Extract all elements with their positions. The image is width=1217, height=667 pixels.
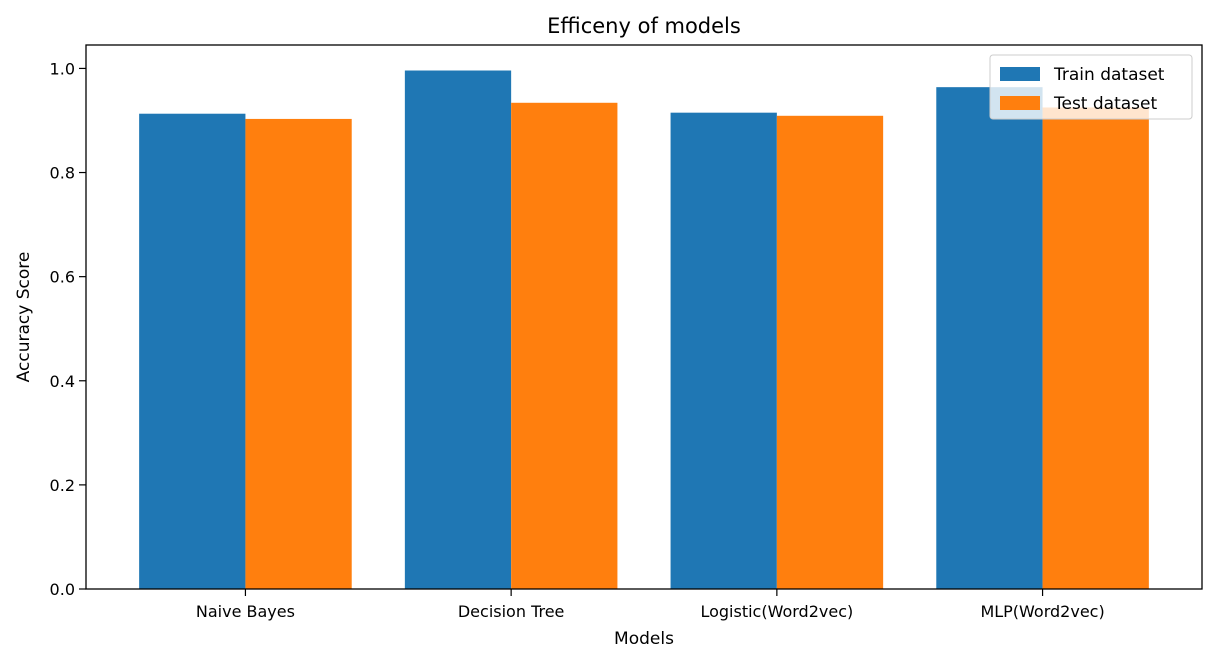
legend-label-train: Train dataset: [1053, 65, 1165, 85]
y-axis: 0.0 0.2 0.4 0.6 0.8 1.0: [50, 59, 86, 599]
legend: Train dataset Test dataset: [989, 54, 1193, 120]
legend-swatch-test: [1000, 96, 1040, 110]
y-tick-label: 0.0: [50, 580, 75, 599]
x-tick-label: Naive Bayes: [196, 602, 295, 621]
y-tick-label: 0.2: [50, 476, 75, 495]
legend-label-test: Test dataset: [1053, 94, 1157, 114]
bar-train-1: [404, 70, 512, 590]
legend-swatch-train: [1000, 67, 1040, 81]
y-tick-label: 0.6: [50, 268, 75, 287]
bar-train-3: [936, 87, 1043, 589]
legend-box: [989, 54, 1193, 120]
bar-test-0: [245, 118, 352, 589]
y-tick-label: 0.8: [50, 164, 75, 183]
chart-title: Efficeny of models: [547, 14, 741, 38]
bar-test-3: [1042, 107, 1149, 589]
y-tick-label: 1.0: [50, 59, 75, 78]
bar-train-2: [670, 112, 777, 589]
plot-frame: [85, 44, 1203, 590]
x-tick-label: Decision Tree: [458, 602, 565, 621]
bar-test-1: [511, 102, 618, 590]
bar-test-2: [776, 115, 884, 589]
x-axis-label: Models: [614, 629, 674, 649]
x-tick-label: Logistic(Word2vec): [700, 602, 853, 621]
y-axis-label: Accuracy Score: [14, 252, 34, 383]
x-axis: Naive Bayes Decision Tree Logistic(Word2ve…: [196, 589, 1105, 621]
bars-layer: [139, 70, 1149, 590]
x-tick-label: MLP(Word2vec): [980, 602, 1104, 621]
y-tick-label: 0.4: [50, 372, 75, 391]
bar-train-0: [139, 113, 246, 589]
